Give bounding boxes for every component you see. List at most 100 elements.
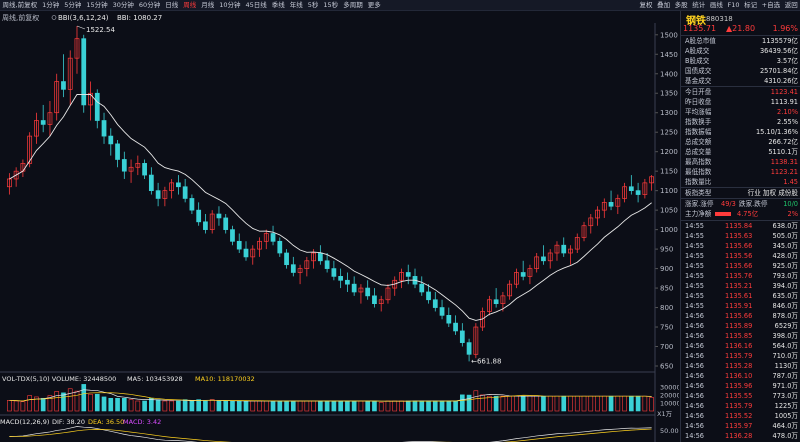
stat-value: 4310.26亿 bbox=[764, 77, 798, 85]
volume-bar bbox=[574, 395, 580, 412]
candle bbox=[121, 159, 127, 172]
trade-price: 1135.76 bbox=[725, 272, 753, 280]
candle bbox=[34, 120, 39, 137]
candle bbox=[277, 240, 283, 254]
trade-row: 14:55 1135.56 428.0万 bbox=[681, 251, 800, 261]
volume-bar bbox=[250, 400, 256, 412]
tool-button-2[interactable]: 多股 bbox=[674, 1, 688, 9]
volume-bar bbox=[426, 400, 431, 412]
timeframe-tab-13[interactable]: 5秒 bbox=[307, 1, 319, 9]
timeframe-tab-11[interactable]: 季线 bbox=[271, 1, 285, 9]
trade-row: 14:55 1135.84 638.0万 bbox=[681, 221, 800, 231]
stat-value: 266.72亿 bbox=[768, 138, 798, 146]
timeframe-tab-2[interactable]: 5分钟 bbox=[64, 1, 82, 9]
candle bbox=[365, 287, 371, 297]
price-axis-label: 750 bbox=[660, 324, 673, 332]
mainflow-value: 4.75亿 bbox=[737, 210, 759, 218]
volume-bar bbox=[311, 400, 316, 412]
tool-button-1[interactable]: 叠加 bbox=[657, 1, 671, 9]
volume-bar bbox=[182, 399, 188, 412]
trade-vol: 428.0万 bbox=[772, 252, 798, 260]
price-axis-label: 650 bbox=[660, 363, 673, 371]
timeframe-tab-12[interactable]: 年线 bbox=[289, 1, 303, 9]
stat-value: 5110.1万 bbox=[768, 148, 798, 156]
timeframe-tab-4[interactable]: 30分钟 bbox=[112, 1, 134, 9]
dif-label: DIF: 38.20 bbox=[52, 418, 85, 426]
candle bbox=[115, 143, 120, 160]
timeframe-tab-6[interactable]: 日线 bbox=[165, 1, 179, 9]
candle bbox=[182, 186, 188, 199]
volume-bar bbox=[480, 394, 485, 412]
candle bbox=[345, 279, 350, 285]
tool-button-4[interactable]: 画线 bbox=[709, 1, 723, 9]
candle bbox=[574, 237, 580, 250]
candle bbox=[595, 209, 600, 219]
trade-row: 14:56 1136.10 787.0万 bbox=[681, 371, 800, 381]
candle bbox=[568, 248, 573, 254]
candle bbox=[263, 233, 269, 242]
timeframe-tab-0[interactable]: 周线,前复权 bbox=[2, 1, 38, 9]
volume-title: VOL-TDX(5,10) VOLUME: 32448500 bbox=[2, 375, 116, 383]
trade-row: 14:56 1135.52 1005万 bbox=[681, 411, 800, 421]
volume-bar bbox=[223, 400, 229, 412]
volume-bar bbox=[432, 400, 438, 412]
tool-button-8[interactable]: 返回 bbox=[784, 1, 798, 9]
timeframe-tab-5[interactable]: 60分钟 bbox=[138, 1, 161, 9]
timeframe-tab-8[interactable]: 月线 bbox=[201, 1, 215, 9]
volume-bar bbox=[169, 400, 174, 412]
candle bbox=[47, 112, 53, 125]
volume-bar bbox=[142, 400, 147, 412]
volume-bar bbox=[162, 400, 168, 412]
volume-bar bbox=[67, 388, 73, 412]
kline-chart-area[interactable]: 1500 1450 1400 1350 1300 1250 1200 1150 1100 1050… bbox=[0, 11, 679, 442]
timeframe-tab-15[interactable]: 多周期 bbox=[343, 1, 363, 9]
price-axis-label: 800 bbox=[660, 304, 673, 312]
volume-bar bbox=[507, 395, 512, 412]
stat-label: 国债成交 bbox=[685, 67, 712, 75]
candle bbox=[493, 299, 499, 305]
trade-price: 1135.91 bbox=[725, 302, 753, 310]
candle bbox=[67, 57, 73, 90]
candle bbox=[189, 198, 195, 211]
trade-time: 14:55 bbox=[685, 272, 705, 280]
tool-button-5[interactable]: F10 bbox=[727, 1, 740, 9]
timeframe-tab-16[interactable]: 更多 bbox=[367, 1, 381, 9]
bbi-line bbox=[9, 93, 652, 321]
tool-button-6[interactable]: 标记 bbox=[744, 1, 758, 9]
price-axis-label: 1300 bbox=[660, 109, 678, 117]
timeframe-tab-7[interactable]: 周线 bbox=[183, 1, 197, 9]
timeframe-tab-9[interactable]: 10分钟 bbox=[219, 1, 241, 9]
trade-vol: 925.0万 bbox=[772, 262, 798, 270]
volume-bar bbox=[297, 400, 303, 412]
volume-bar bbox=[459, 394, 465, 412]
volume-bar bbox=[318, 400, 323, 412]
trade-vol: 787.0万 bbox=[772, 372, 798, 380]
trade-time: 14:55 bbox=[685, 282, 705, 290]
tool-button-0[interactable]: 复权 bbox=[639, 1, 653, 9]
timeframe-tab-10[interactable]: 45日线 bbox=[245, 1, 267, 9]
stat-value: 2.10% bbox=[777, 108, 798, 116]
dea-line bbox=[9, 428, 652, 442]
volume-bar bbox=[358, 400, 364, 412]
candle bbox=[561, 244, 567, 254]
volume-bar bbox=[385, 400, 391, 412]
timeframe-tab-3[interactable]: 15分钟 bbox=[86, 1, 108, 9]
volume-bar bbox=[642, 395, 648, 412]
candle bbox=[432, 299, 438, 308]
timeframe-tab-1[interactable]: 1分钟 bbox=[42, 1, 60, 9]
tool-button-7[interactable]: +自选 bbox=[761, 1, 781, 9]
volume-bar bbox=[635, 395, 641, 412]
trade-row: 14:55 1135.63 505.0万 bbox=[681, 231, 800, 241]
candle bbox=[500, 295, 506, 305]
candle bbox=[284, 252, 289, 266]
volume-bar bbox=[209, 399, 215, 412]
volume-bar bbox=[81, 384, 87, 412]
stat-row: A股总市值 1135579亿 bbox=[681, 36, 800, 46]
kline-chart[interactable]: 1500 1450 1400 1350 1300 1250 1200 1150 1100 1050… bbox=[0, 11, 679, 442]
trade-vol: 398.0万 bbox=[772, 332, 798, 340]
timeframe-tab-14[interactable]: 15秒 bbox=[323, 1, 339, 9]
trade-row: 14:55 1135.91 846.0万 bbox=[681, 301, 800, 311]
tool-button-3[interactable]: 统计 bbox=[692, 1, 706, 9]
trade-row: 14:56 1135.89 6529万 bbox=[681, 321, 800, 331]
stat-label: 板指类型 bbox=[685, 189, 712, 197]
